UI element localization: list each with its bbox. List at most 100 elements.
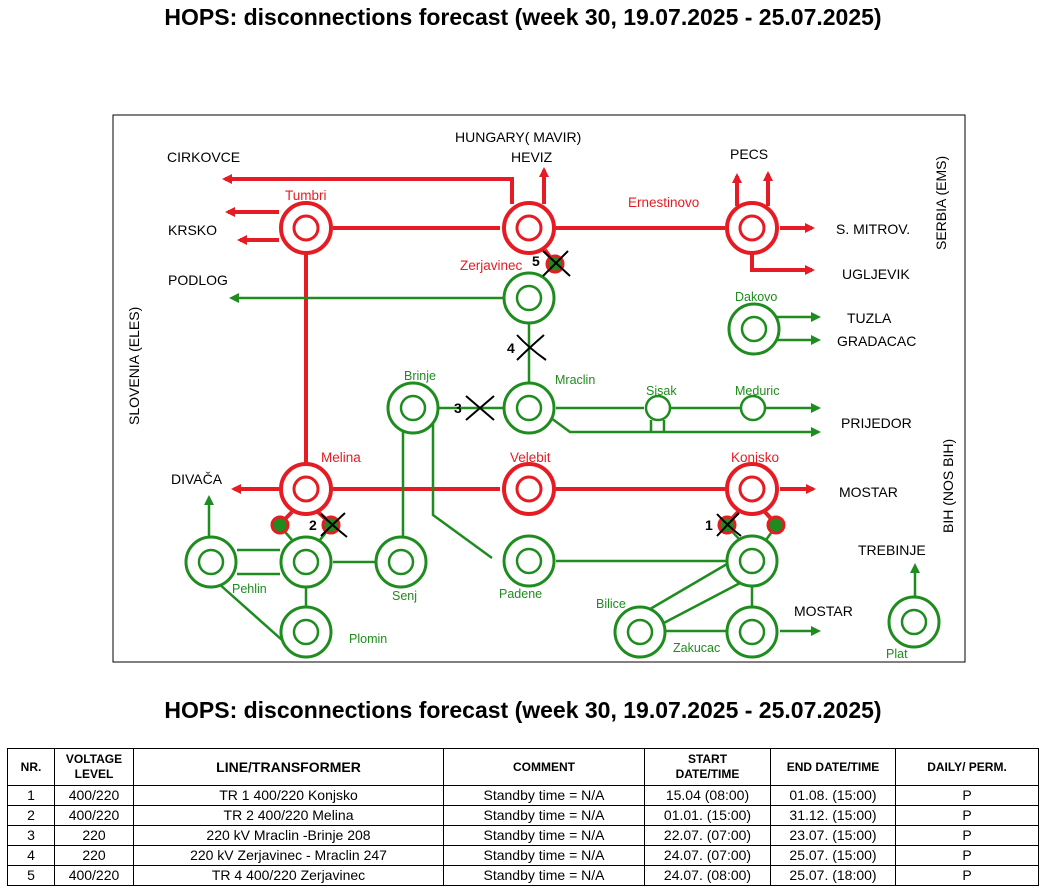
col-comment: COMMENT	[443, 748, 645, 786]
label-brinje: Brinje	[404, 369, 436, 383]
label-ernestinovo: Ernestinovo	[628, 195, 699, 210]
diagram-frame	[112, 114, 966, 663]
station-tumbri[interactable]	[279, 201, 333, 255]
country-bih: BIH (NOS BIH)	[940, 439, 956, 533]
station-senj[interactable]	[374, 535, 428, 589]
label-velebit: Velebit	[510, 450, 551, 465]
label-tuzla: TUZLA	[847, 310, 892, 326]
station-melina-220[interactable]	[279, 535, 333, 589]
station-plomin[interactable]	[279, 605, 333, 659]
table-row: 5 400/220 TR 4 400/220 Zerjavinec Standb…	[7, 865, 1039, 886]
station-padene[interactable]	[502, 534, 556, 588]
cell-start: 24.07. (08:00)	[644, 865, 771, 886]
lines-220kv	[204, 293, 920, 641]
transformer-konjsko-right[interactable]	[766, 515, 786, 535]
label-plomin: Plomin	[349, 632, 387, 646]
label-plat: Plat	[886, 647, 908, 661]
station-ernestinovo[interactable]	[725, 201, 779, 255]
label-heviz: HEVIZ	[511, 149, 553, 165]
cell-start: 15.04 (08:00)	[644, 785, 771, 806]
cell-nr: 5	[7, 865, 55, 886]
cell-nr: 3	[7, 825, 55, 846]
cell-daily: P	[895, 825, 1039, 846]
station-melina[interactable]	[279, 462, 333, 516]
cell-start: 22.07. (07:00)	[644, 825, 771, 846]
col-daily: DAILY/ PERM.	[895, 748, 1039, 786]
cell-comment: Standby time = N/A	[443, 825, 645, 846]
cell-nr: 2	[7, 805, 55, 826]
label-mostar-2: MOSTAR	[794, 603, 853, 619]
label-s-mitrov: S. MITROV.	[836, 221, 910, 237]
station-dakovo[interactable]	[727, 302, 781, 356]
country-serbia: SERBIA (EMS)	[933, 156, 949, 250]
cell-nr: 4	[7, 845, 55, 866]
country-slovenia: SLOVENIA (ELES)	[126, 307, 142, 425]
label-podlog: PODLOG	[168, 272, 228, 288]
label-bilice: Bilice	[596, 597, 626, 611]
label-mostar-1: MOSTAR	[839, 484, 898, 500]
cell-voltage: 400/220	[54, 805, 134, 826]
stations-220kv	[184, 271, 941, 659]
cell-start: 24.07. (07:00)	[644, 845, 771, 866]
label-divaca: DIVAČA	[171, 471, 223, 487]
station-sisak[interactable]	[644, 394, 672, 422]
cross-4-icon	[516, 334, 547, 361]
marker-2: 2	[309, 517, 317, 533]
table-row: 4 220 220 kV Zerjavinec - Mraclin 247 St…	[7, 845, 1039, 866]
page-title: HOPS: disconnections forecast (week 30, …	[164, 4, 882, 30]
cross-3-icon	[465, 395, 495, 421]
table-row: 1 400/220 TR 1 400/220 Konjsko Standby t…	[7, 785, 1039, 806]
cell-comment: Standby time = N/A	[443, 865, 645, 886]
stations-400kv	[279, 201, 779, 516]
station-zakucac[interactable]	[725, 605, 779, 659]
cell-nr: 1	[7, 785, 55, 806]
label-meduric: Meduric	[735, 384, 779, 398]
label-konjsko: Konjsko	[731, 450, 779, 465]
cell-voltage: 220	[54, 845, 134, 866]
label-melina: Melina	[321, 450, 361, 465]
cell-line: 220 kV Zerjavinec - Mraclin 247	[133, 845, 444, 866]
marker-1: 1	[705, 517, 713, 533]
cell-daily: P	[895, 845, 1039, 866]
disconnections-table: NR. VOLTAGE LEVEL LINE/TRANSFORMER COMMEN…	[7, 748, 1039, 886]
label-ugljevik: UGLJEVIK	[842, 266, 910, 282]
label-prijedor: PRIJEDOR	[841, 415, 912, 431]
cell-voltage: 220	[54, 825, 134, 846]
station-konjsko-220[interactable]	[725, 534, 779, 588]
grid-diagram: 1 2 3 4 5 HUNGARY( MAVIR) SERBIA (EMS) S…	[112, 114, 966, 663]
station-mraclin[interactable]	[502, 381, 556, 435]
cell-end: 01.08. (15:00)	[770, 785, 896, 806]
table-row: 3 220 220 kV Mraclin -Brinje 208 Standby…	[7, 825, 1039, 846]
station-konjsko[interactable]	[725, 462, 779, 516]
cell-line: 220 kV Mraclin -Brinje 208	[133, 825, 444, 846]
cross-2-icon	[320, 512, 348, 538]
col-line: LINE/TRANSFORMER	[133, 748, 444, 786]
table-row: 2 400/220 TR 2 400/220 Melina Standby ti…	[7, 805, 1039, 826]
cell-voltage: 400/220	[54, 865, 134, 886]
station-zerjavinec[interactable]	[502, 271, 556, 325]
station-bilice[interactable]	[613, 605, 667, 659]
label-pecs: PECS	[730, 146, 768, 162]
table-title: HOPS: disconnections forecast (week 30, …	[164, 697, 882, 723]
label-dakovo: Dakovo	[735, 290, 777, 304]
station-velebit[interactable]	[502, 462, 556, 516]
cell-comment: Standby time = N/A	[443, 845, 645, 866]
station-plat[interactable]	[887, 595, 941, 649]
col-end: END DATE/TIME	[770, 748, 896, 786]
label-zakucac: Zakucac	[673, 641, 720, 655]
marker-4: 4	[507, 340, 515, 356]
transformer-melina-left[interactable]	[270, 515, 290, 535]
label-gradacac: GRADACAC	[837, 333, 916, 349]
station-brinje[interactable]	[386, 381, 440, 435]
cell-daily: P	[895, 805, 1039, 826]
cell-comment: Standby time = N/A	[443, 785, 645, 806]
station-heviz-node[interactable]	[502, 201, 556, 255]
station-meduric[interactable]	[739, 394, 767, 422]
col-start-line1: START	[687, 752, 728, 766]
marker-5: 5	[532, 253, 540, 269]
cross-5-icon	[542, 250, 571, 277]
station-pehlin[interactable]	[184, 535, 238, 589]
label-cirkovce: CIRKOVCE	[167, 149, 240, 165]
label-trebinje: TREBINJE	[858, 542, 926, 558]
col-voltage: VOLTAGE LEVEL	[54, 748, 134, 786]
